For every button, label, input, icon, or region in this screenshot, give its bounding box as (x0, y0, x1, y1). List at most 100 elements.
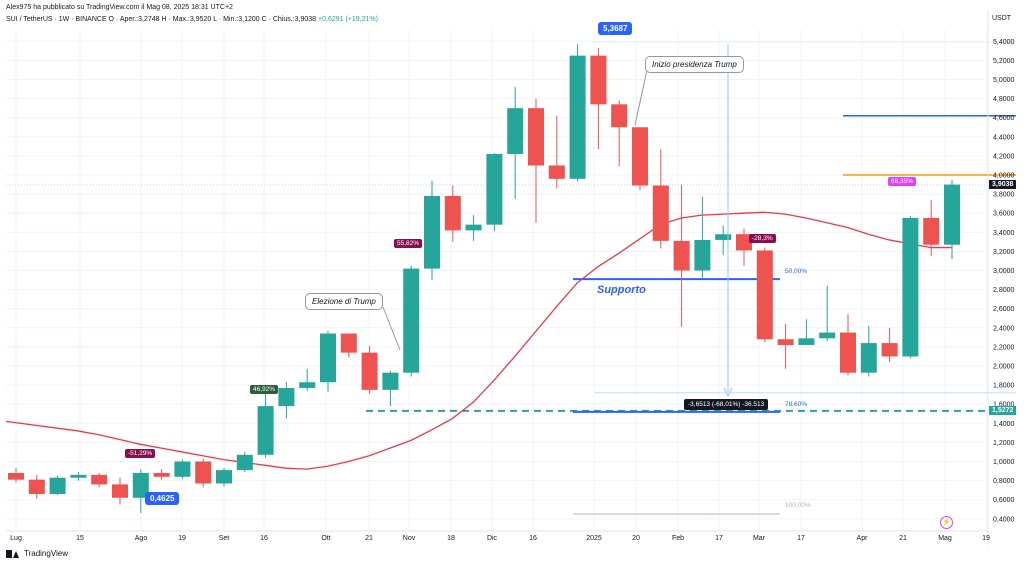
price-tick-label: 5,0000 (993, 77, 1015, 84)
candle-body (652, 185, 669, 241)
pct-label-4: -28,3% (749, 234, 776, 243)
price-tick-label: 4,6000 (993, 115, 1015, 122)
candle-body (382, 372, 399, 390)
footer-brand[interactable]: TradingView (6, 549, 68, 558)
price-tick-label: 2,4000 (993, 325, 1015, 332)
candle-body (8, 472, 24, 480)
time-tick-label: Mar (753, 535, 766, 542)
brand-name: TradingView (24, 549, 69, 558)
candle-body (299, 382, 316, 388)
candle-body (195, 461, 212, 484)
time-tick-label: Apr (857, 535, 869, 542)
symbol-info-line: SUI / TetherUS · 1W · BINANCE O · Aper.:… (6, 16, 378, 23)
candle-body (798, 338, 815, 345)
price-tick-label: 2,8000 (993, 287, 1015, 294)
price-tick-label: 1,6000 (993, 402, 1015, 409)
callout-pointer-election (382, 306, 401, 351)
time-tick-label: 19 (178, 535, 186, 542)
price-tick-label: 1,4000 (993, 421, 1015, 428)
price-tick-label: 3,8000 (993, 192, 1015, 199)
candle-body (465, 224, 482, 231)
candle-body (694, 239, 711, 271)
price-tick-label: 4,4000 (993, 134, 1015, 141)
time-tick-label: Set (219, 535, 230, 542)
lightning-icon[interactable]: ⚡ (940, 516, 953, 529)
fib-786-label: 78,60% (785, 401, 808, 408)
candle-body (944, 184, 960, 245)
time-tick-label: Ago (135, 535, 148, 542)
pct-label-2: 46,92% (250, 385, 279, 394)
candle-body (112, 484, 128, 498)
price-tick-label: 0,8000 (993, 478, 1015, 485)
currency-label: USDT (992, 15, 1012, 22)
candle-body (153, 472, 170, 477)
price-tick-label: 0,4000 (993, 516, 1015, 523)
candle-body (132, 472, 149, 498)
price-tick-label: 2,0000 (993, 364, 1015, 371)
time-tick-label: Feb (672, 535, 684, 542)
published-line: Alex975 ha pubblicato su TradingView.com… (6, 4, 233, 11)
measure-label: -3,6513 (-68,01%) -36.513 (684, 399, 769, 410)
time-tick-label: Mag (938, 535, 952, 542)
moving-average-line (5, 211, 952, 470)
callout-trump-presidency: Inizio presidenza Trump (645, 56, 744, 73)
candle-body (91, 474, 108, 485)
price-tick-label: 1,0000 (993, 459, 1015, 466)
candle-body (257, 406, 274, 455)
time-tick-label: Nov (403, 535, 416, 542)
candle-body (819, 332, 836, 339)
price-tick-label: 5,4000 (993, 39, 1015, 46)
tradingview-logo-icon (6, 549, 20, 558)
price-tick-label: 4,0000 (993, 173, 1015, 180)
candle-body (28, 479, 45, 494)
price-tick-label: 2,6000 (993, 306, 1015, 313)
time-tick-label: 16 (529, 535, 537, 542)
time-tick-label: 15 (76, 535, 84, 542)
price-tick-label: 1,2000 (993, 440, 1015, 447)
candle-body (902, 217, 919, 357)
candle-body (840, 332, 856, 373)
candle-body (424, 196, 440, 269)
candle-body (486, 153, 503, 225)
candles (8, 44, 960, 514)
annotation-lines (382, 44, 733, 398)
time-axis[interactable]: Lug 15 Ago 19 Set 16 Ott 21 Nov 18 Dic 16 2025 20 Feb 1… (6, 530, 990, 542)
candle-body (320, 333, 336, 383)
candle-body (777, 339, 794, 345)
candle-body (860, 343, 877, 373)
time-tick-label: 19 (982, 535, 990, 542)
time-tick-label: 21 (899, 535, 907, 542)
measure-arrow (723, 387, 733, 398)
price-tick-label: 4,8000 (993, 96, 1015, 103)
support-label: Supporto (597, 284, 646, 296)
time-tick-label: 21 (365, 535, 373, 542)
price-axis[interactable]: 5,4000 5,2000 5,0000 4,8000 4,6000 4,4000 4,20… (987, 10, 1015, 545)
low-price-pill: 0,4625 (145, 492, 180, 505)
callout-pointer-presidency (634, 69, 648, 126)
high-price-pill: 5,3687 (598, 22, 633, 35)
candle-body (70, 474, 87, 478)
time-tick-label: 17 (715, 535, 723, 542)
fib-100-label: 100,00% (785, 502, 811, 509)
candle-body (444, 196, 461, 231)
candle-body (548, 165, 565, 179)
price-tick-label: 3,2000 (993, 249, 1015, 256)
candle-body (611, 104, 628, 128)
candle-body (340, 333, 357, 353)
time-tick-label: 16 (260, 535, 268, 542)
price-tick-label: 0,6000 (993, 497, 1015, 504)
time-tick-label: 18 (447, 535, 455, 542)
candle-body (403, 268, 420, 373)
time-tick-label: 20 (632, 535, 640, 542)
pct-label-3: 55,82% (394, 239, 423, 248)
candle-body (632, 127, 648, 186)
horizontal-levels (6, 41, 1016, 515)
price-tick-label: 3,0000 (993, 268, 1015, 275)
candle-body (923, 217, 940, 245)
candle-body (361, 352, 378, 390)
time-tick-label: 17 (797, 535, 805, 542)
pct-label-5: 68,35% (888, 177, 917, 186)
candle-body (756, 250, 773, 340)
time-tick-label: Dic (487, 535, 498, 542)
